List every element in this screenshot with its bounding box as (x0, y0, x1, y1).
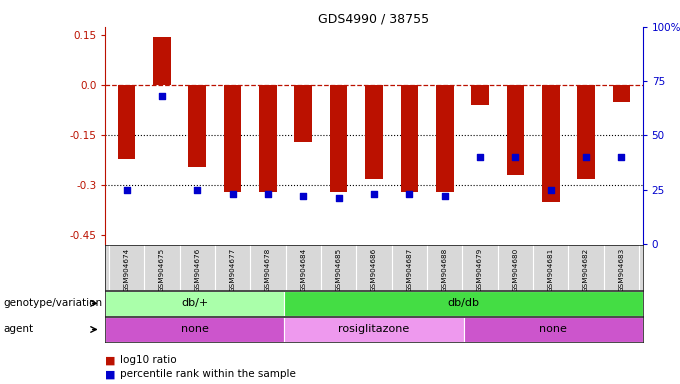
Point (298, 193, 309, 199)
Point (262, 191, 273, 197)
Bar (224, 85, 241, 192)
Bar (613, 85, 630, 102)
Text: percentile rank within the sample: percentile rank within the sample (120, 369, 296, 379)
Point (616, 154, 627, 160)
Point (227, 191, 238, 197)
Text: log10 ratio: log10 ratio (120, 355, 177, 365)
Bar (284, 317, 464, 342)
Bar (401, 85, 418, 192)
Text: GSM904676: GSM904676 (194, 248, 201, 293)
Text: db/+: db/+ (182, 298, 209, 308)
Text: ■: ■ (105, 355, 116, 365)
Point (121, 187, 132, 193)
Text: genotype/variation: genotype/variation (3, 298, 103, 308)
Text: GSM904688: GSM904688 (442, 248, 447, 293)
Bar (471, 85, 489, 105)
Text: GSM904678: GSM904678 (265, 248, 271, 293)
Text: rosiglitazone: rosiglitazone (339, 324, 409, 334)
Text: none: none (539, 324, 567, 334)
Text: GSM904684: GSM904684 (301, 248, 306, 293)
Title: GDS4990 / 38755: GDS4990 / 38755 (318, 13, 430, 26)
Text: ■: ■ (105, 369, 116, 379)
Bar (105, 317, 284, 342)
Text: GSM904687: GSM904687 (407, 248, 412, 293)
Bar (153, 37, 171, 85)
Text: GSM904686: GSM904686 (371, 248, 377, 293)
Text: GSM904675: GSM904675 (159, 248, 165, 293)
Point (581, 154, 592, 160)
Text: GSM904679: GSM904679 (477, 248, 483, 293)
Bar (436, 85, 454, 192)
Text: GSM904682: GSM904682 (583, 248, 589, 293)
Point (545, 187, 556, 193)
Text: none: none (181, 324, 209, 334)
Bar (542, 85, 560, 202)
Point (333, 195, 344, 201)
Bar (294, 85, 312, 142)
Point (439, 193, 450, 199)
Text: agent: agent (3, 324, 33, 334)
Bar (577, 85, 595, 179)
Text: GSM904683: GSM904683 (618, 248, 624, 293)
Bar (464, 317, 643, 342)
Point (369, 191, 379, 197)
Text: db/db: db/db (447, 298, 479, 308)
Point (475, 154, 486, 160)
Bar (105, 291, 284, 316)
Bar (507, 85, 524, 175)
Point (510, 154, 521, 160)
Text: GSM904685: GSM904685 (336, 248, 341, 293)
Bar (118, 85, 135, 159)
Text: GSM904681: GSM904681 (547, 248, 554, 293)
Text: GSM904677: GSM904677 (230, 248, 236, 293)
Bar (259, 85, 277, 192)
Bar (365, 85, 383, 179)
Text: GSM904680: GSM904680 (512, 248, 518, 293)
Point (156, 93, 167, 99)
Text: GSM904674: GSM904674 (124, 248, 130, 293)
Point (192, 187, 203, 193)
Bar (188, 85, 206, 167)
Point (404, 191, 415, 197)
Bar (284, 291, 643, 316)
Bar (330, 85, 347, 192)
